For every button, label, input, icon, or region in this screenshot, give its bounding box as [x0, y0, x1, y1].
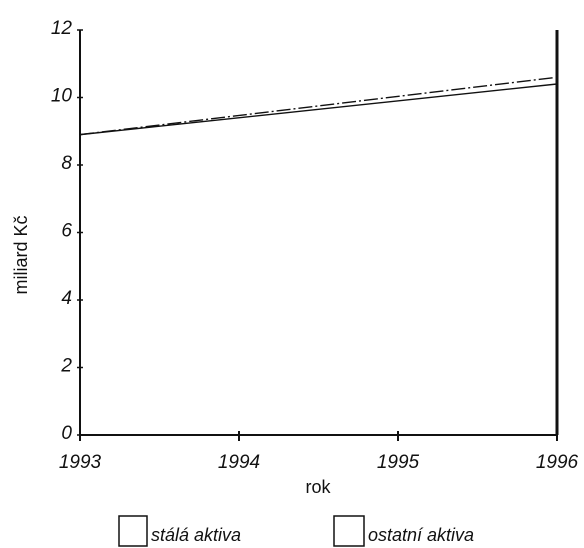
x-ticks: 1993 1994 1995 1996 [59, 431, 579, 473]
y-axis-title: miliard Kč [11, 215, 31, 294]
y-ticks: 0 2 4 6 8 10 12 [51, 18, 83, 444]
y-tick-label: 2 [60, 356, 72, 377]
legend-swatch-stala-aktiva [118, 515, 148, 547]
y-tick-label: 12 [51, 18, 73, 39]
series-line-1 [79, 83, 558, 136]
legend-swatch-ostatni-aktiva [333, 515, 365, 547]
legend-label-stala-aktiva: stálá aktiva [151, 525, 241, 545]
x-tick-label: 1993 [59, 452, 102, 473]
x-tick-label: 1996 [536, 452, 579, 473]
legend: stálá aktiva ostatní aktiva [118, 515, 474, 547]
y-tick-label: 4 [61, 288, 72, 309]
x-tick-label: 1994 [218, 452, 260, 473]
chart-axes [79, 30, 559, 436]
y-tick-label: 10 [51, 86, 73, 107]
series-line-2 [79, 76, 558, 136]
y-tick-label: 6 [61, 221, 72, 242]
series-lines [79, 76, 558, 136]
x-axis-title: rok [305, 477, 331, 497]
legend-label-ostatni-aktiva: ostatní aktiva [368, 525, 474, 545]
x-tick-label: 1995 [377, 452, 420, 473]
y-tick-label: 8 [61, 153, 72, 174]
y-tick-label: 0 [61, 423, 72, 444]
